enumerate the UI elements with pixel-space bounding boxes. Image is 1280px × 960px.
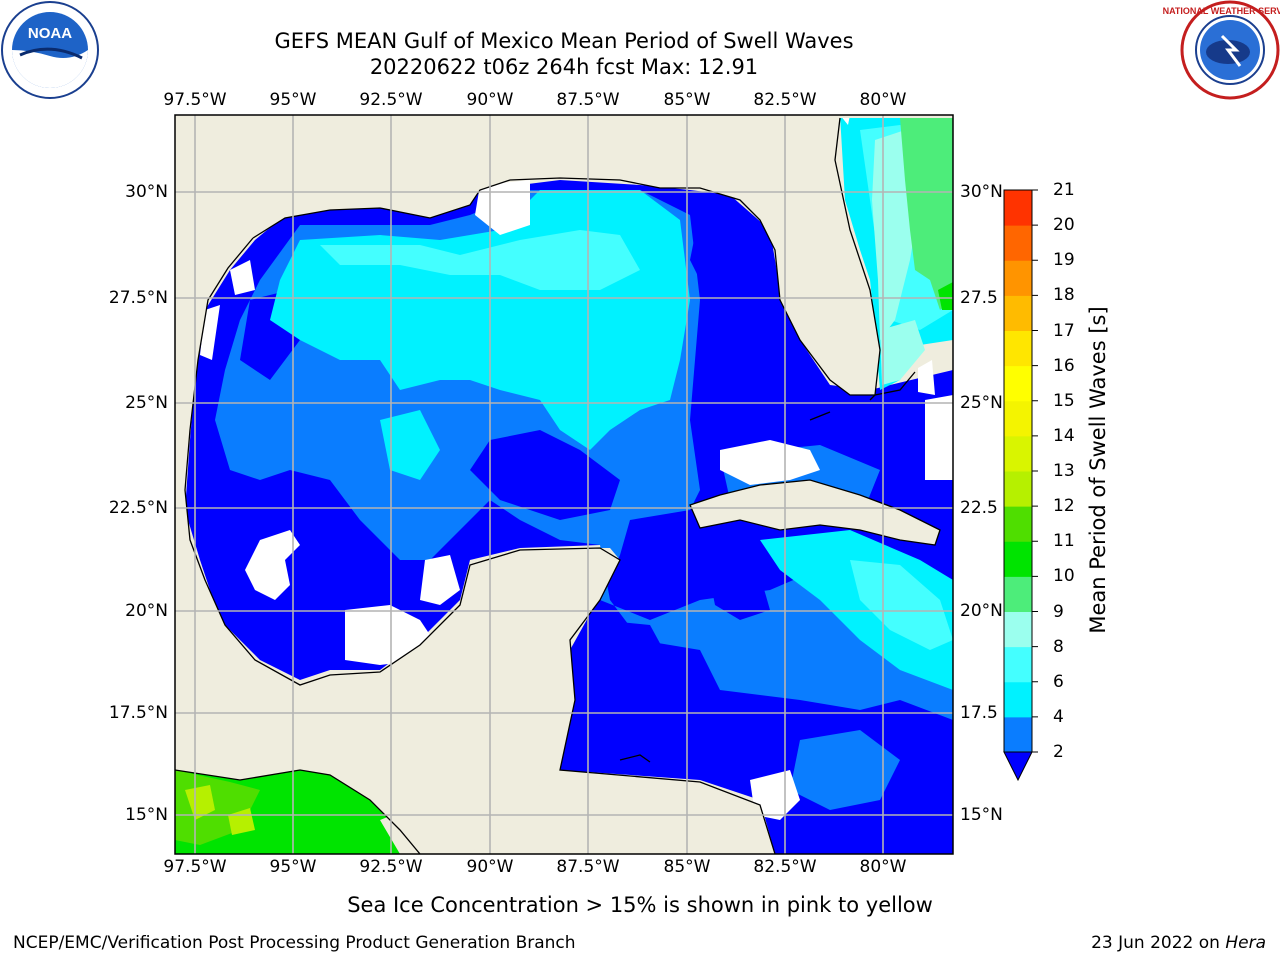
colorbar-swatch xyxy=(1004,681,1032,718)
colorbar-swatch xyxy=(1004,576,1032,612)
colorbar-swatch xyxy=(1004,295,1032,331)
colorbar-swatch xyxy=(1004,716,1032,753)
lon-tick-top: 90°W xyxy=(466,90,514,110)
lon-tick-bottom: 97.5°W xyxy=(163,857,227,877)
cuba xyxy=(690,480,940,545)
lat-tick-left: 20°N xyxy=(125,601,168,621)
title-line-1: GEFS MEAN Gulf of Mexico Mean Period of … xyxy=(274,29,854,53)
lat-tick-left: 30°N xyxy=(125,182,168,202)
colorbar-swatch xyxy=(1004,190,1032,226)
footer-date: 23 Jun 2022 on xyxy=(1091,933,1226,953)
lat-tick-right: 27.5 xyxy=(960,288,998,308)
map-frame xyxy=(174,114,954,855)
lat-tick-left: 25°N xyxy=(125,393,168,413)
colorbar-tick-label: 10 xyxy=(1053,566,1075,587)
lat-tick-right: 30°N xyxy=(960,182,1003,202)
colorbar-tick-label: 11 xyxy=(1053,531,1075,552)
gridlines xyxy=(175,115,953,854)
colorbar-swatch xyxy=(1004,506,1032,542)
colorbar-swatch xyxy=(1004,646,1032,683)
colorbar-swatch xyxy=(1004,611,1032,648)
sea-ice-note: Sea Ice Concentration > 15% is shown in … xyxy=(347,893,933,917)
colorbar xyxy=(1003,189,1038,782)
lat-tick-right: 17.5 xyxy=(960,703,998,723)
footer-machine: Hera xyxy=(1225,933,1266,953)
lon-tick-bottom: 85°W xyxy=(663,857,711,877)
coastlines xyxy=(175,117,941,854)
lat-tick-left: 15°N xyxy=(125,805,168,825)
colorbar-tick-label: 12 xyxy=(1053,496,1075,517)
colorbar-tick-label: 21 xyxy=(1053,180,1075,200)
lon-tick-top: 87.5°W xyxy=(556,90,620,110)
missing-data-patches xyxy=(200,115,953,820)
colorbar-tick-label: 6 xyxy=(1053,671,1064,692)
colorbar-swatch xyxy=(1004,365,1032,402)
lon-tick-top: 92.5°W xyxy=(359,90,423,110)
colorbar-tick-label: 4 xyxy=(1053,706,1064,727)
colorbar-swatch xyxy=(1004,260,1032,296)
noaa-logo: NOAA xyxy=(1,1,99,99)
lat-tick-right: 15°N xyxy=(960,805,1003,825)
lon-tick-top: 95°W xyxy=(269,90,317,110)
colorbar-tick-label: 18 xyxy=(1053,285,1075,306)
colorbar-swatch xyxy=(1004,541,1032,577)
lat-tick-left: 17.5°N xyxy=(108,703,168,723)
colorbar-tick-label: 17 xyxy=(1053,320,1075,341)
lat-tick-right: 20°N xyxy=(960,601,1003,621)
title-line-2: 20220622 t06z 264h fcst Max: 12.91 xyxy=(369,55,759,79)
lat-tick-left: 22.5°N xyxy=(108,498,168,518)
colorbar-swatch xyxy=(1004,225,1032,261)
lat-tick-right: 25°N xyxy=(960,393,1003,413)
colorbar-label: Mean Period of Swell Waves [s] xyxy=(1086,306,1110,634)
colorbar-tick-label: 13 xyxy=(1053,461,1075,481)
footer-right: 23 Jun 2022 on Hera xyxy=(1091,933,1266,953)
lat-tick-right: 22.5 xyxy=(960,498,998,518)
colorbar-extend-arrow xyxy=(1003,751,1033,782)
lon-tick-bottom: 80°W xyxy=(859,857,907,877)
lon-tick-bottom: 95°W xyxy=(269,857,317,877)
colorbar-tick-label: 9 xyxy=(1053,601,1064,622)
colorbar-tick-label: 19 xyxy=(1053,250,1075,271)
lat-tick-left: 27.5°N xyxy=(108,288,168,308)
lon-tick-top: 82.5°W xyxy=(753,90,817,110)
colorbar-tick-label: 2 xyxy=(1053,742,1064,762)
colorbar-swatch xyxy=(1004,400,1032,437)
lon-tick-bottom: 90°W xyxy=(466,857,514,877)
lon-tick-bottom: 82.5°W xyxy=(753,857,817,877)
svg-text:NATIONAL WEATHER SERVICE: NATIONAL WEATHER SERVICE xyxy=(1163,6,1280,16)
colorbar-tick-label: 14 xyxy=(1053,425,1075,446)
lon-tick-top: 85°W xyxy=(663,90,711,110)
map-area xyxy=(175,115,953,854)
footer-left: NCEP/EMC/Verification Post Processing Pr… xyxy=(13,933,576,953)
land-overlays xyxy=(175,115,953,854)
svg-text:NOAA: NOAA xyxy=(28,25,72,42)
colorbar-swatch xyxy=(1004,330,1032,367)
colorbar-tick-label: 8 xyxy=(1053,636,1064,657)
lon-tick-top: 80°W xyxy=(859,90,907,110)
colorbar-tick-label: 15 xyxy=(1053,390,1075,411)
colorbar-swatch xyxy=(1004,435,1032,472)
colorbar-tick-label: 20 xyxy=(1053,215,1075,236)
lon-tick-bottom: 92.5°W xyxy=(359,857,423,877)
lon-tick-top: 97.5°W xyxy=(163,90,227,110)
national-weather-service-logo: NATIONAL WEATHER SERVICE xyxy=(1163,0,1280,100)
colorbar-tick-label: 16 xyxy=(1053,355,1075,376)
lon-tick-bottom: 87.5°W xyxy=(556,857,620,877)
colorbar-swatch xyxy=(1004,471,1032,507)
